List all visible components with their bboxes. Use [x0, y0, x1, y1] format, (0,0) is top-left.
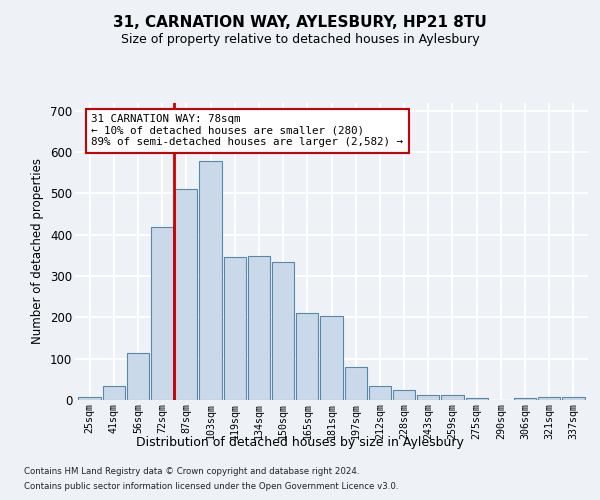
Bar [127, 354, 149, 400]
Bar [224, 256, 246, 400]
Text: Distribution of detached houses by size in Aylesbury: Distribution of detached houses by size … [136, 436, 464, 449]
Bar [103, 386, 125, 400]
Text: Contains public sector information licensed under the Open Government Licence v3: Contains public sector information licen… [24, 482, 398, 491]
Bar [466, 398, 488, 400]
Text: Size of property relative to detached houses in Aylesbury: Size of property relative to detached ho… [121, 32, 479, 46]
Bar [248, 256, 270, 400]
Bar [344, 367, 367, 400]
Bar [151, 228, 173, 400]
Bar [199, 161, 221, 400]
Bar [417, 394, 439, 400]
Bar [272, 262, 294, 400]
Y-axis label: Number of detached properties: Number of detached properties [31, 158, 44, 344]
Bar [369, 386, 391, 400]
Bar [175, 190, 197, 400]
Bar [562, 396, 584, 400]
Bar [393, 390, 415, 400]
Bar [442, 394, 464, 400]
Bar [514, 398, 536, 400]
Text: 31 CARNATION WAY: 78sqm
← 10% of detached houses are smaller (280)
89% of semi-d: 31 CARNATION WAY: 78sqm ← 10% of detache… [91, 114, 403, 148]
Text: Contains HM Land Registry data © Crown copyright and database right 2024.: Contains HM Land Registry data © Crown c… [24, 467, 359, 476]
Text: 31, CARNATION WAY, AYLESBURY, HP21 8TU: 31, CARNATION WAY, AYLESBURY, HP21 8TU [113, 15, 487, 30]
Bar [296, 313, 319, 400]
Bar [320, 316, 343, 400]
Bar [538, 396, 560, 400]
Bar [79, 396, 101, 400]
